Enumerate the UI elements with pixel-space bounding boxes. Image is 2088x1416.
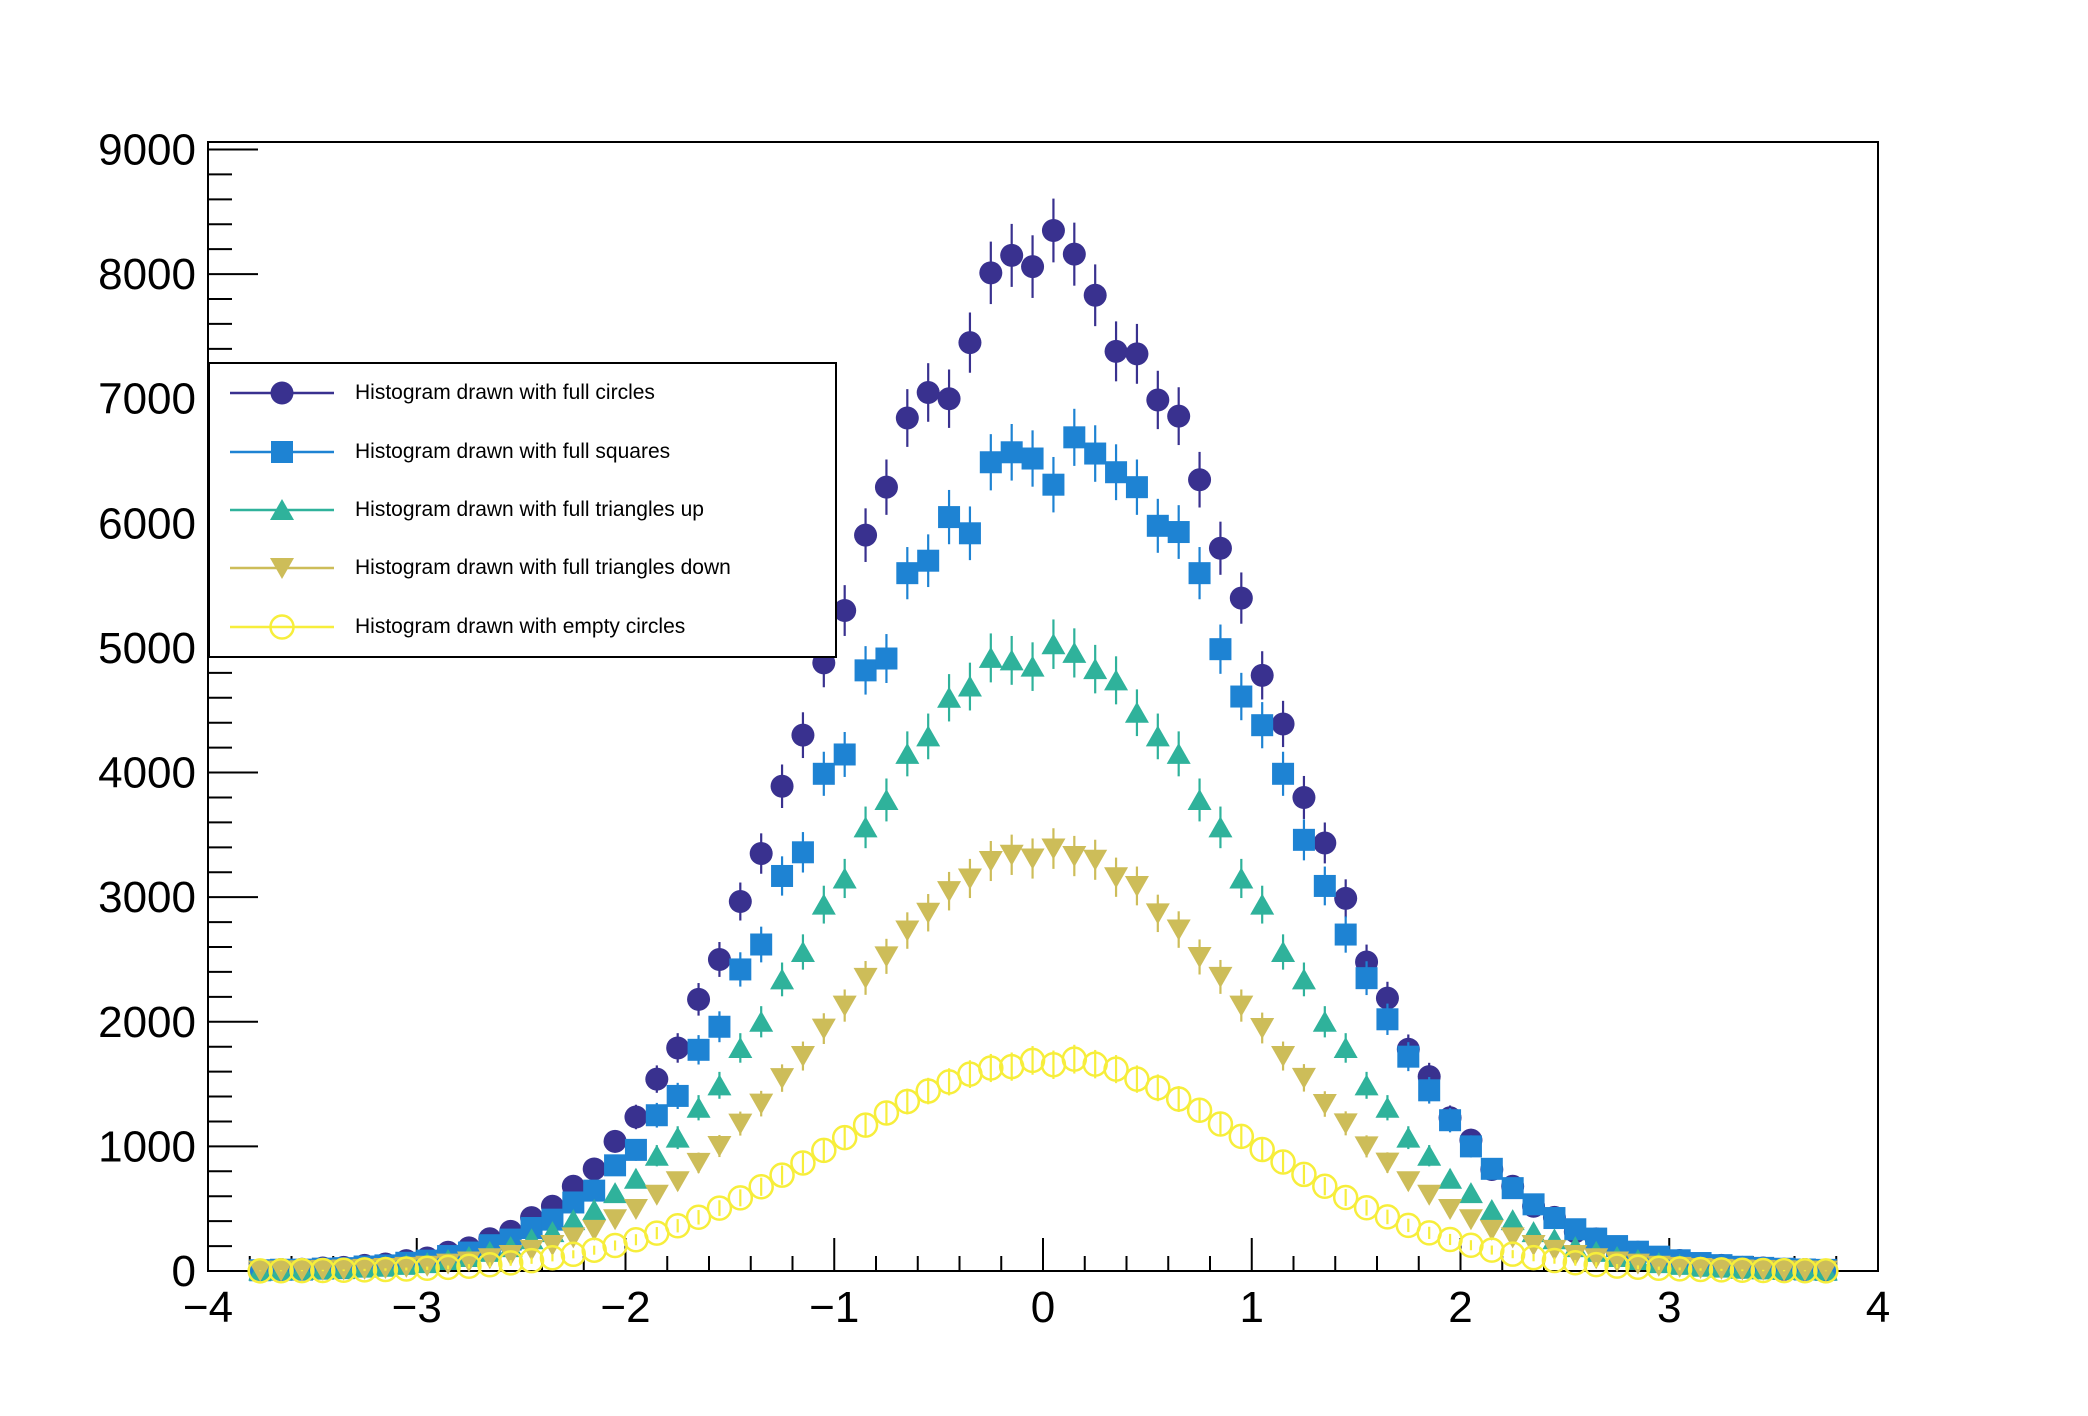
svg-text:−4: −4	[183, 1283, 233, 1332]
svg-text:9000: 9000	[98, 125, 196, 174]
svg-text:4: 4	[1866, 1283, 1890, 1332]
svg-text:−3: −3	[392, 1283, 442, 1332]
svg-text:8000: 8000	[98, 250, 196, 299]
svg-text:0: 0	[172, 1247, 196, 1296]
legend-entry-triangles-down: Histogram drawn with full triangles down	[210, 539, 835, 597]
triangle-down-marker-icon	[230, 558, 334, 580]
svg-text:2: 2	[1448, 1283, 1472, 1332]
triangle-up-marker-icon	[230, 499, 334, 521]
legend-entry-label: Histogram drawn with empty circles	[355, 614, 686, 638]
open-circle-marker-icon	[230, 614, 334, 640]
legend-entry-label: Histogram drawn with full squares	[355, 439, 671, 463]
svg-text:6000: 6000	[98, 499, 196, 548]
svg-text:7000: 7000	[98, 375, 196, 424]
svg-text:3: 3	[1657, 1283, 1681, 1332]
svg-text:1000: 1000	[98, 1122, 196, 1171]
legend-entry-full-circles: Histogram drawn with full circles	[210, 364, 835, 422]
legend-entry-label: Histogram drawn with full triangles down	[355, 556, 731, 580]
legend-entry-triangles-up: Histogram drawn with full triangles up	[210, 481, 835, 539]
svg-text:1: 1	[1240, 1283, 1264, 1332]
legend-entry-empty-circles: Histogram drawn with empty circles	[210, 598, 835, 656]
svg-text:0: 0	[1031, 1283, 1055, 1332]
svg-text:2000: 2000	[98, 998, 196, 1047]
legend-box: Histogram drawn with full circles Histog…	[208, 362, 837, 658]
full-circle-marker-icon	[230, 381, 334, 405]
svg-text:3000: 3000	[98, 873, 196, 922]
legend-entry-full-squares: Histogram drawn with full squares	[210, 422, 835, 480]
svg-text:−1: −1	[809, 1283, 859, 1332]
legend-entry-label: Histogram drawn with full circles	[355, 381, 655, 405]
svg-text:−2: −2	[600, 1283, 650, 1332]
legend-entry-label: Histogram drawn with full triangles up	[355, 498, 704, 522]
svg-text:5000: 5000	[98, 624, 196, 673]
svg-text:4000: 4000	[98, 749, 196, 798]
full-square-marker-icon	[230, 440, 334, 463]
